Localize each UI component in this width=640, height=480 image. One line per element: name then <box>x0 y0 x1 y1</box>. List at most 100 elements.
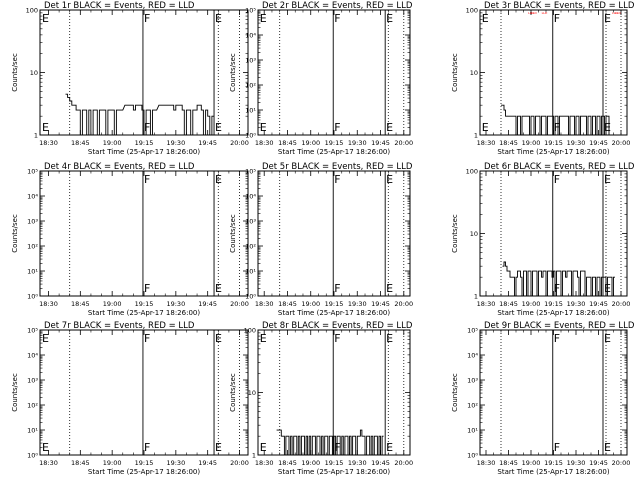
marker-label-top: E <box>604 12 611 25</box>
xtick-label: 18:45 <box>71 459 90 467</box>
x-axis-label: Start Time (25-Apr-17 18:26:00) <box>278 468 390 476</box>
xtick-label: 18:30 <box>39 139 58 147</box>
series-events <box>65 93 214 136</box>
ytick-label: 10⁵ <box>467 327 478 335</box>
ytick-label: 1 <box>474 132 478 140</box>
xtick-label: 20:00 <box>612 459 631 467</box>
y-axis-label: Counts/sec <box>229 53 237 92</box>
panel-det-2r: Det 2r BLACK = Events, RED = LLD 10⁰ 10¹ 10… <box>229 1 413 156</box>
marker-label-top: F <box>554 173 560 186</box>
ytick-label: 10⁴ <box>27 352 38 360</box>
ytick-label: 10¹ <box>245 107 256 115</box>
xtick-label: 18:30 <box>477 300 496 308</box>
marker-label-top: E <box>215 173 222 186</box>
series-events <box>276 429 384 456</box>
y-axis-label: Counts/sec <box>11 373 19 412</box>
ytick-label: 10³ <box>245 218 256 226</box>
xtick-label: 19:30 <box>567 139 586 147</box>
x-axis-label: Start Time (25-Apr-17 18:26:00) <box>497 468 609 476</box>
ytick-label: 10² <box>467 402 478 410</box>
xtick-label: 18:30 <box>39 300 58 308</box>
xtick-label: 19:30 <box>348 139 367 147</box>
ytick-label: 1 <box>252 452 256 460</box>
ytick-label: 10⁴ <box>27 193 38 201</box>
panel-title: Det 3r BLACK = Events, RED = LLD <box>484 1 635 11</box>
x-axis-label: Start Time (25-Apr-17 18:26:00) <box>278 148 390 156</box>
xtick-label: 19:00 <box>522 459 541 467</box>
ytick-label: 10¹ <box>27 427 38 435</box>
ytick-label: 10⁴ <box>245 32 256 40</box>
marker-label-top: E <box>482 12 489 25</box>
ytick-label: 10⁵ <box>27 327 38 335</box>
xtick-label: 19:00 <box>301 300 320 308</box>
xtick-label: 18:30 <box>477 459 496 467</box>
marker-label-top: F <box>144 12 150 25</box>
xtick-label: 19:30 <box>567 300 586 308</box>
ytick-label: 10⁰ <box>245 132 256 140</box>
xtick-label: 19:15 <box>135 300 154 308</box>
xtick-label: 20:00 <box>230 139 249 147</box>
panel-det-3r: Det 3r BLACK = Events, RED = LLD 1 10 100 18… <box>451 1 635 156</box>
marker-label-bottom: F <box>144 441 150 454</box>
y-axis-label: Counts/sec <box>11 53 19 92</box>
lld-red-label: LLD <box>531 11 537 15</box>
marker-label-top: E <box>42 332 49 345</box>
marker-label-top: E <box>604 173 611 186</box>
xtick-label: 18:30 <box>477 139 496 147</box>
xtick-label: 18:45 <box>499 300 518 308</box>
xtick-label: 19:30 <box>348 300 367 308</box>
series-events <box>502 261 615 297</box>
ytick-label: 10⁰ <box>27 293 38 301</box>
marker-label-top: E <box>260 332 267 345</box>
x-axis-label: Start Time (25-Apr-17 18:26:00) <box>88 309 200 317</box>
ytick-label: 100 <box>26 7 38 15</box>
plot-frame <box>39 170 249 297</box>
xtick-label: 19:15 <box>325 300 344 308</box>
lld-red-label: LLD <box>542 11 548 15</box>
marker-label-bottom: E <box>386 282 393 295</box>
xtick-label: 19:30 <box>166 139 185 147</box>
xtick-label: 19:00 <box>103 300 122 308</box>
plot-frame <box>257 170 411 297</box>
marker-label-top: F <box>334 332 340 345</box>
xtick-label: 20:00 <box>394 459 413 467</box>
x-axis-label: Start Time (25-Apr-17 18:26:00) <box>278 309 390 317</box>
marker-label-bottom: F <box>554 441 560 454</box>
xtick-label: 20:00 <box>394 300 413 308</box>
xtick-label: 19:45 <box>589 459 608 467</box>
x-axis-label: Start Time (25-Apr-17 18:26:00) <box>497 148 609 156</box>
marker-label-bottom: F <box>144 121 150 134</box>
marker-label-top: E <box>386 332 393 345</box>
ytick-label: 10⁵ <box>245 7 256 15</box>
marker-label-top: F <box>554 332 560 345</box>
y-axis-label: Counts/sec <box>229 373 237 412</box>
xtick-label: 19:45 <box>371 459 390 467</box>
marker-label-top: E <box>215 332 222 345</box>
ytick-label: 10² <box>245 243 256 251</box>
plot-frame <box>39 329 249 456</box>
ytick-label: 10 <box>470 69 478 77</box>
panel-det-6r: Det 6r BLACK = Events, RED = LLD 1 10 100 18… <box>451 162 635 317</box>
xtick-label: 19:30 <box>166 300 185 308</box>
xtick-label: 19:15 <box>135 459 154 467</box>
lld-red-label: LLD <box>615 11 621 15</box>
xtick-label: 19:45 <box>198 139 217 147</box>
marker-label-bottom: E <box>260 441 267 454</box>
lld-red-label: LLD <box>528 11 534 15</box>
ytick-label: 10³ <box>467 377 478 385</box>
xtick-label: 19:30 <box>567 459 586 467</box>
marker-label-bottom: E <box>604 441 611 454</box>
xtick-label: 18:30 <box>39 459 58 467</box>
xtick-label: 20:00 <box>612 300 631 308</box>
panel-det-7r: Det 7r BLACK = Events, RED = LLD 10⁰ 10¹ 10… <box>11 321 249 476</box>
marker-label-bottom: F <box>334 282 340 295</box>
marker-label-top: E <box>42 12 49 25</box>
xtick-label: 18:30 <box>255 300 274 308</box>
marker-label-top: E <box>386 173 393 186</box>
xtick-label: 19:00 <box>522 300 541 308</box>
marker-label-top: E <box>604 332 611 345</box>
panel-title: Det 1r BLACK = Events, RED = LLD <box>44 1 195 11</box>
ytick-label: 10² <box>245 82 256 90</box>
xtick-label: 19:00 <box>103 459 122 467</box>
marker-label-top: F <box>554 12 560 25</box>
